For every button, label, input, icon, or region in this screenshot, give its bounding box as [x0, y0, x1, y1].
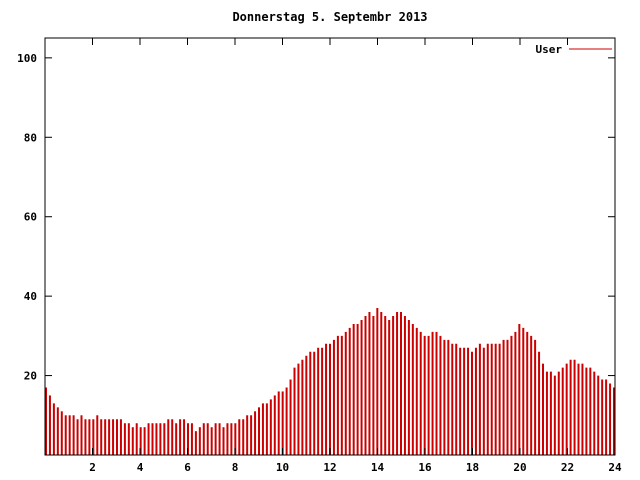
x-tick-label: 22: [561, 461, 574, 474]
x-tick-label: 24: [608, 461, 622, 474]
y-tick-label: 80: [24, 131, 37, 144]
x-tick-label: 18: [466, 461, 479, 474]
x-tick-label: 2: [89, 461, 96, 474]
y-tick-label: 100: [17, 52, 37, 65]
x-tick-label: 12: [323, 461, 336, 474]
legend-user-label: User: [536, 43, 563, 56]
x-tick-label: 6: [184, 461, 191, 474]
y-tick-label: 40: [24, 290, 37, 303]
axis-ticks: [45, 38, 616, 455]
x-tick-label: 14: [371, 461, 385, 474]
x-tick-label: 20: [513, 461, 526, 474]
chart-title: Donnerstag 5. Septembr 2013: [232, 10, 427, 24]
bars-series-user: [45, 308, 615, 455]
x-tick-label: 16: [418, 461, 432, 474]
x-tick-label: 10: [276, 461, 289, 474]
x-tick-label: 8: [232, 461, 239, 474]
y-tick-label: 60: [24, 211, 37, 224]
x-tick-label: 4: [137, 461, 144, 474]
y-tick-label: 20: [24, 370, 37, 383]
